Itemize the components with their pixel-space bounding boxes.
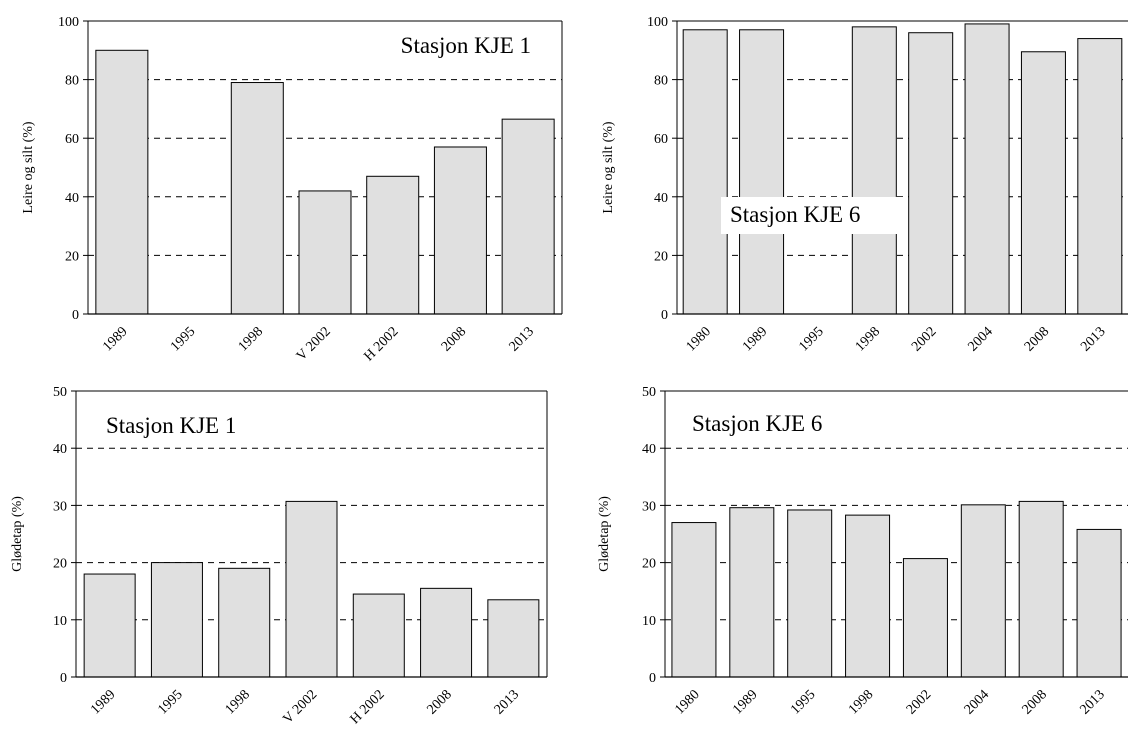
y-tick-label: 10 — [642, 614, 656, 629]
x-tick-label: 1998 — [223, 687, 253, 717]
chart-title: Stasjon KJE 6 — [692, 411, 822, 436]
x-tick-label: 1989 — [88, 687, 118, 717]
y-tick-label: 80 — [654, 74, 668, 89]
bar — [739, 29, 785, 315]
x-tick-label: 1998 — [853, 324, 883, 354]
x-tick-label: H 2002 — [348, 687, 388, 727]
bar — [964, 23, 1010, 315]
y-tick-label: 40 — [654, 191, 668, 206]
bar — [902, 558, 948, 678]
y-tick-label: 40 — [642, 442, 656, 457]
x-tick-label: V 2002 — [294, 324, 334, 364]
bar — [908, 32, 954, 315]
bar — [1020, 51, 1066, 315]
bar — [682, 29, 728, 315]
bar — [487, 599, 540, 678]
y-tick-label: 40 — [65, 191, 79, 206]
bar — [230, 82, 284, 315]
x-tick-label: 2002 — [904, 687, 934, 717]
bar — [352, 593, 405, 678]
x-tick-label: 1995 — [155, 687, 185, 717]
bar — [1077, 38, 1123, 315]
x-tick-label: V 2002 — [280, 687, 320, 727]
chart-title: Stasjon KJE 1 — [401, 33, 531, 58]
title-backdrop — [721, 197, 904, 234]
x-tick-label: 2004 — [962, 687, 992, 717]
y-axis-label: Glødetap (%) — [10, 496, 25, 572]
x-tick-label: 1998 — [846, 687, 876, 717]
y-tick-label: 100 — [647, 15, 668, 30]
x-tick-label: H 2002 — [362, 324, 402, 364]
x-tick-label: 1995 — [788, 687, 818, 717]
y-tick-label: 20 — [642, 557, 656, 572]
y-tick-label: 30 — [642, 499, 656, 514]
y-tick-label: 40 — [53, 442, 67, 457]
bar — [729, 507, 775, 678]
y-axis-label: Glødetap (%) — [597, 496, 612, 572]
x-tick-label: 1989 — [100, 324, 130, 354]
chart-panel-4: 0 10 20 30 40 50 1980 1989 1995 1998 2002 2004 2008 2… — [597, 385, 1128, 718]
bar — [150, 562, 203, 678]
bar — [95, 49, 149, 315]
y-tick-label: 10 — [53, 614, 67, 629]
bar — [851, 26, 897, 315]
y-tick-label: 20 — [654, 249, 668, 264]
bar — [83, 573, 136, 678]
x-tick-label: 2008 — [439, 324, 469, 354]
x-tick-label: 2008 — [1022, 324, 1052, 354]
bar — [285, 500, 338, 678]
x-tick-label: 1995 — [168, 324, 198, 354]
x-tick-label: 2013 — [1078, 324, 1108, 354]
y-tick-label: 0 — [649, 671, 656, 686]
y-axis-label: Leire og silt (%) — [21, 121, 36, 213]
bar — [366, 175, 420, 315]
x-tick-label: 1998 — [236, 324, 266, 354]
y-axis-label: Leire og silt (%) — [601, 121, 616, 213]
chart-panel-1: 0 20 40 60 80 100 1989 1995 1998 V 2002 H 2002 2008… — [21, 15, 563, 364]
bar — [218, 567, 271, 678]
y-tick-label: 30 — [53, 499, 67, 514]
y-tick-label: 50 — [642, 385, 656, 400]
chart-title: Stasjon KJE 1 — [106, 413, 236, 438]
y-tick-label: 20 — [53, 557, 67, 572]
bar — [787, 509, 833, 678]
x-tick-label: 2008 — [1020, 687, 1050, 717]
x-tick-label: 1989 — [740, 324, 770, 354]
y-tick-label: 0 — [661, 308, 668, 323]
bar — [671, 522, 717, 678]
y-tick-label: 60 — [65, 132, 79, 147]
bar — [298, 190, 352, 315]
bar — [1018, 500, 1064, 678]
bar — [420, 587, 473, 678]
x-tick-label: 2008 — [424, 687, 454, 717]
y-tick-label: 60 — [654, 132, 668, 147]
y-tick-label: 50 — [53, 385, 67, 400]
y-tick-label: 0 — [72, 308, 79, 323]
chart-panel-3: 0 10 20 30 40 50 1989 1995 1998 V 2002 H 2002 2008 2… — [10, 385, 548, 727]
x-tick-label: 2002 — [909, 324, 939, 354]
bar — [845, 514, 891, 678]
x-tick-label: 1980 — [684, 324, 714, 354]
bar — [960, 504, 1006, 678]
y-tick-label: 80 — [65, 74, 79, 89]
bar — [501, 118, 555, 315]
x-tick-label: 1989 — [730, 687, 760, 717]
chart-panel-2: 0 20 40 60 80 100 1980 1989 1995 1998 2002 2004 2008… — [601, 15, 1128, 355]
y-tick-label: 20 — [65, 249, 79, 264]
y-tick-label: 0 — [60, 671, 67, 686]
x-tick-label: 2013 — [1077, 687, 1107, 717]
x-tick-label: 2013 — [492, 687, 522, 717]
bar — [1076, 528, 1122, 678]
x-tick-label: 2004 — [965, 324, 995, 354]
chart-title: Stasjon KJE 6 — [730, 202, 860, 227]
x-tick-label: 1995 — [796, 324, 826, 354]
y-tick-label: 100 — [58, 15, 79, 30]
x-tick-label: 2013 — [507, 324, 537, 354]
x-tick-label: 1980 — [672, 687, 702, 717]
bar — [433, 146, 487, 315]
